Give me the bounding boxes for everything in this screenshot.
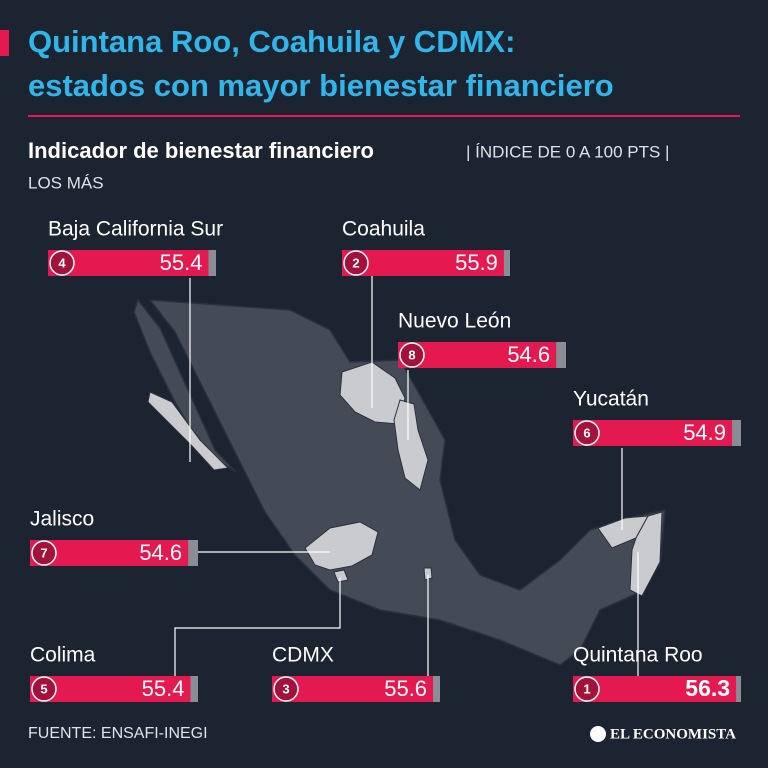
state-bcs — [147, 391, 230, 471]
map-land — [148, 299, 666, 666]
value-label: 56.3 — [685, 675, 730, 701]
rank-badge — [343, 250, 369, 276]
source: FUENTE: ENSAFI-INEGI — [28, 725, 208, 742]
rank-number: 8 — [408, 347, 415, 362]
rank-number: 2 — [352, 255, 359, 270]
rank-number: 3 — [282, 681, 289, 696]
rank-badge — [273, 676, 299, 702]
brand: EL ECONOMISTA — [610, 726, 736, 742]
state-nuevo-leon — [393, 399, 429, 491]
state-label: Coahuila — [342, 218, 425, 241]
rank-badge — [31, 676, 57, 702]
value-label: 54.9 — [683, 420, 726, 445]
state-label: Quintana Roo — [573, 644, 703, 667]
state-label: CDMX — [272, 644, 334, 667]
leader-line — [174, 578, 341, 676]
subtitle: Indicador de bienestar financiero — [28, 138, 374, 163]
state-label: Jalisco — [30, 508, 94, 531]
state-label: Nuevo León — [398, 310, 511, 333]
state-label: Colima — [30, 644, 96, 667]
rank-number: 1 — [583, 681, 590, 696]
state-colima — [333, 569, 349, 583]
bar — [272, 676, 434, 702]
accent — [0, 30, 9, 56]
rank-number: 6 — [583, 425, 590, 440]
value-label: 55.6 — [384, 676, 427, 701]
brand-logo — [590, 726, 606, 742]
state-jalisco — [304, 521, 379, 571]
subtitle-unit: | ÍNDICE DE 0 A 100 PTS | — [466, 142, 669, 161]
state-cdmx — [423, 567, 433, 581]
state-label: Baja California Sur — [48, 218, 223, 241]
rank-number: 5 — [40, 681, 47, 696]
rank-badge — [49, 250, 75, 276]
value-label: 54.6 — [507, 342, 550, 367]
bar — [573, 676, 737, 702]
value-label: 55.4 — [142, 676, 185, 701]
title-line: estados con mayor bienestar financiero — [28, 68, 614, 103]
rank-badge — [31, 540, 57, 566]
rank-badge — [574, 676, 600, 702]
rank-number: 7 — [40, 545, 47, 560]
value-label: 55.9 — [455, 250, 498, 275]
rank-number: 4 — [58, 255, 66, 270]
title-line: Quintana Roo, Coahuila y CDMX: — [28, 24, 515, 59]
value-label: 54.6 — [139, 540, 182, 565]
map — [133, 298, 666, 666]
state-label: Yucatán — [573, 388, 649, 411]
value-label: 55.4 — [160, 250, 203, 275]
rank-badge — [399, 342, 425, 368]
bar — [342, 250, 504, 276]
rank-badge — [574, 420, 600, 446]
subtitle-note: LOS MÁS — [28, 173, 104, 192]
